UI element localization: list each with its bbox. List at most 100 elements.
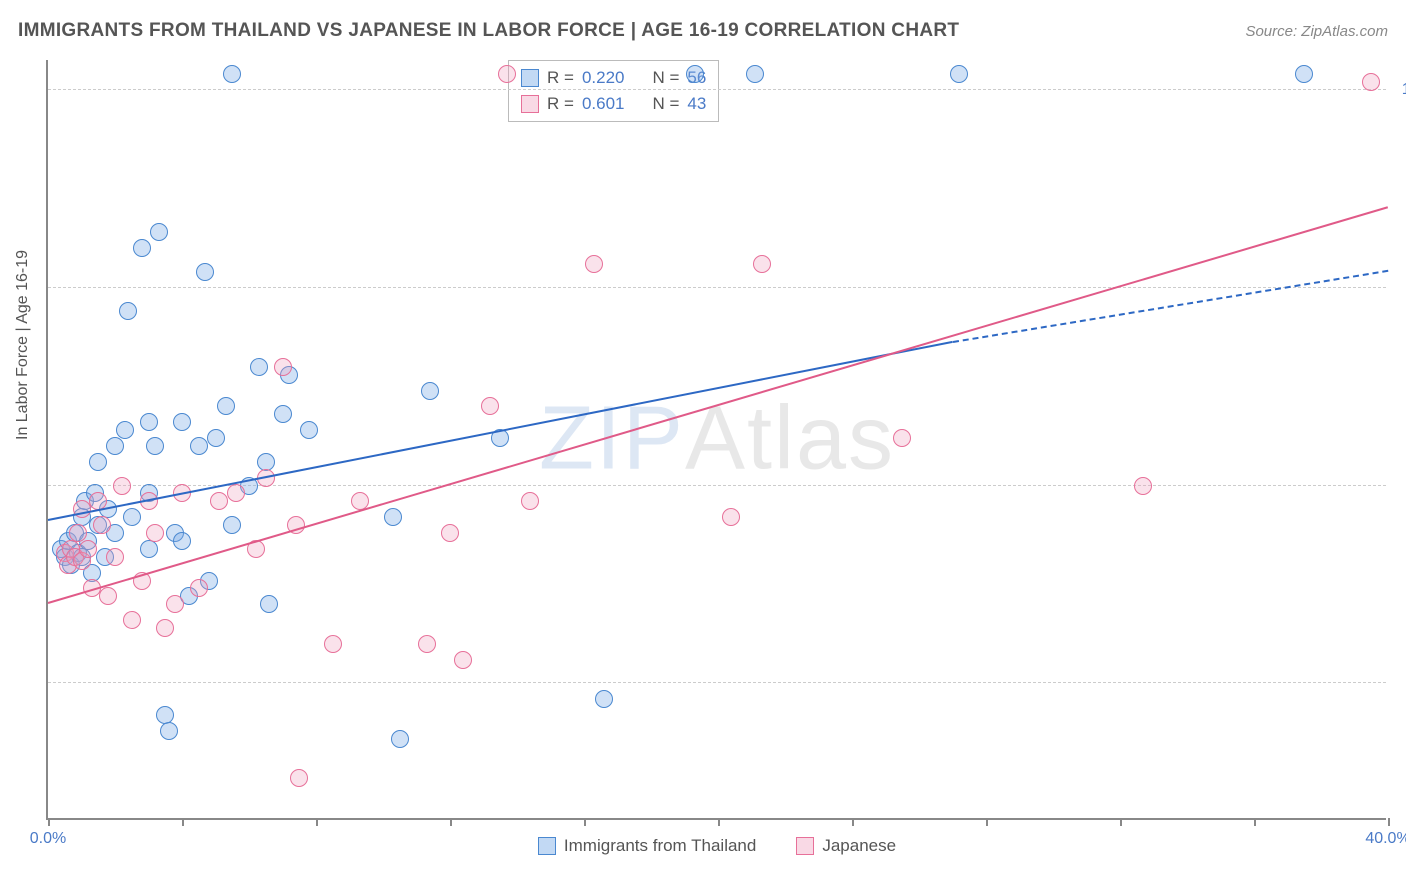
data-point [746,65,764,83]
data-point [93,516,111,534]
data-point [753,255,771,273]
data-point [223,65,241,83]
data-point [116,421,134,439]
x-tick [986,818,988,826]
legend-label: Immigrants from Thailand [564,836,756,856]
data-point [190,579,208,597]
y-tick-label: 25.0% [1396,674,1406,692]
legend-swatch [521,69,539,87]
data-point [686,65,704,83]
data-point [190,437,208,455]
data-point [454,651,472,669]
data-point [173,532,191,550]
x-tick [450,818,452,826]
legend-label: Japanese [822,836,896,856]
data-point [227,484,245,502]
data-point [274,358,292,376]
legend-swatch [521,95,539,113]
data-point [324,635,342,653]
x-tick [316,818,318,826]
data-point [140,540,158,558]
legend-n-label: N = [652,91,679,117]
x-tick [1120,818,1122,826]
trend-line [48,206,1389,604]
data-point [146,437,164,455]
x-tick-label: 40.0% [1365,830,1406,848]
x-tick [182,818,184,826]
watermark: ZIPAtlas [539,388,895,491]
data-point [441,524,459,542]
legend-r-label: R = [547,65,574,91]
x-tick [584,818,586,826]
gridline [48,682,1386,683]
x-tick [1254,818,1256,826]
chart-title: IMMIGRANTS FROM THAILAND VS JAPANESE IN … [18,20,959,42]
data-point [300,421,318,439]
x-tick [48,818,50,826]
data-point [722,508,740,526]
data-point [160,722,178,740]
data-point [290,769,308,787]
legend-row: R =0.220N =56 [521,65,706,91]
data-point [146,524,164,542]
data-point [274,405,292,423]
data-point [89,453,107,471]
series-legend: Immigrants from Thailand Japanese [48,836,1386,856]
data-point [418,635,436,653]
data-point [1295,65,1313,83]
y-tick-label: 75.0% [1396,279,1406,297]
gridline [48,89,1386,90]
data-point [223,516,241,534]
data-point [140,413,158,431]
scatter-plot-area: ZIPAtlas R =0.220N =56R =0.601N =43 Immi… [46,60,1386,820]
legend-item: Japanese [796,836,896,856]
legend-row: R = 0.601 N = 43 [521,91,706,117]
data-point [166,595,184,613]
data-point [133,239,151,257]
y-tick-label: 50.0% [1396,477,1406,495]
data-point [210,492,228,510]
gridline [48,287,1386,288]
data-point [196,263,214,281]
data-point [106,548,124,566]
data-point [893,429,911,447]
data-point [113,477,131,495]
data-point [1362,73,1380,91]
data-point [99,587,117,605]
data-point [585,255,603,273]
data-point [950,65,968,83]
data-point [1134,477,1152,495]
data-point [481,397,499,415]
watermark-part1: ZIP [539,389,685,489]
y-tick-label: 100.0% [1396,81,1406,99]
data-point [421,382,439,400]
y-axis-label: In Labor Force | Age 16-19 [14,250,32,440]
legend-n-value: 43 [687,91,706,117]
trend-line [48,341,953,521]
legend-n-label: N = [652,65,679,91]
data-point [150,223,168,241]
legend-r-value: 0.601 [582,91,625,117]
legend-r-label: R = [547,91,574,117]
data-point [250,358,268,376]
x-tick [852,818,854,826]
legend-item: Immigrants from Thailand [538,836,756,856]
data-point [391,730,409,748]
data-point [119,302,137,320]
x-tick [1388,818,1390,826]
legend-swatch [796,837,814,855]
data-point [384,508,402,526]
data-point [498,65,516,83]
data-point [595,690,613,708]
trend-line [952,270,1388,343]
legend-r-value: 0.220 [582,65,625,91]
data-point [156,619,174,637]
data-point [521,492,539,510]
data-point [260,595,278,613]
data-point [207,429,225,447]
x-tick [718,818,720,826]
data-point [79,540,97,558]
legend-swatch [538,837,556,855]
x-tick-label: 0.0% [30,830,66,848]
data-point [123,508,141,526]
